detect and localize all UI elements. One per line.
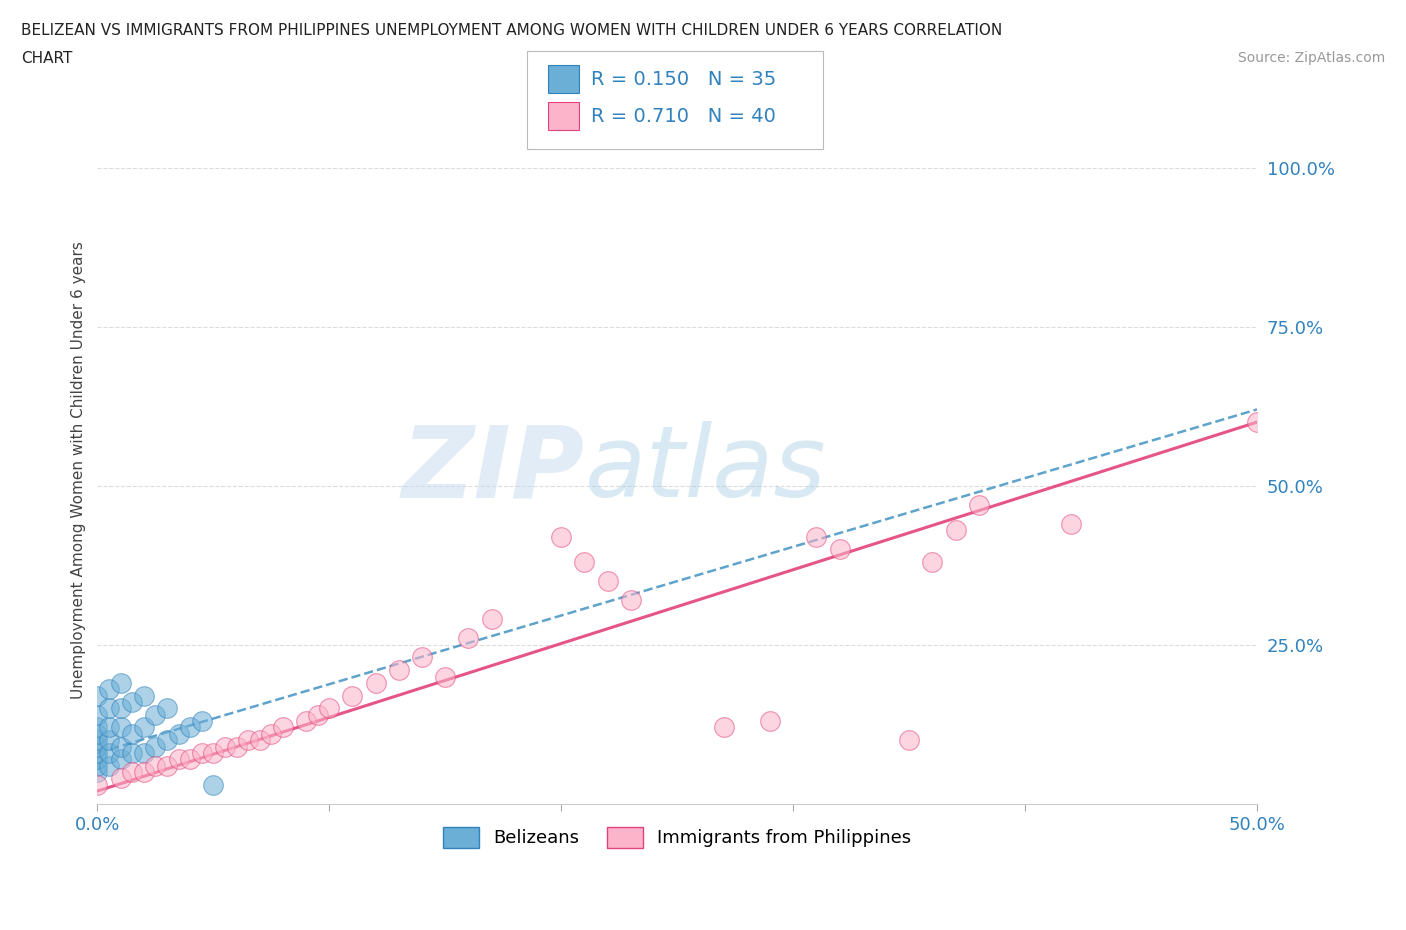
Point bbox=[1060, 516, 1083, 531]
Point bbox=[86, 726, 108, 741]
Point bbox=[121, 695, 143, 710]
Point bbox=[110, 675, 132, 690]
Point bbox=[225, 739, 247, 754]
Point bbox=[249, 733, 271, 748]
Point bbox=[97, 733, 120, 748]
Point bbox=[121, 746, 143, 761]
Point bbox=[97, 701, 120, 716]
Point bbox=[759, 713, 782, 728]
Point bbox=[190, 746, 212, 761]
Point bbox=[388, 663, 411, 678]
Point bbox=[481, 612, 503, 627]
Point bbox=[86, 708, 108, 723]
Text: R = 0.150   N = 35: R = 0.150 N = 35 bbox=[591, 70, 776, 88]
Text: CHART: CHART bbox=[21, 51, 73, 66]
Point bbox=[110, 701, 132, 716]
Point bbox=[110, 771, 132, 786]
Point bbox=[143, 708, 166, 723]
Point bbox=[121, 764, 143, 779]
Point bbox=[945, 523, 967, 538]
Point bbox=[457, 631, 479, 645]
Text: atlas: atlas bbox=[585, 421, 827, 518]
Legend: Belizeans, Immigrants from Philippines: Belizeans, Immigrants from Philippines bbox=[436, 819, 918, 855]
Point bbox=[806, 529, 828, 544]
Point bbox=[364, 675, 387, 690]
Point bbox=[202, 777, 225, 792]
Point bbox=[202, 746, 225, 761]
Point bbox=[132, 688, 155, 703]
Point bbox=[967, 498, 990, 512]
Point bbox=[236, 733, 259, 748]
Point bbox=[143, 739, 166, 754]
Text: Source: ZipAtlas.com: Source: ZipAtlas.com bbox=[1237, 51, 1385, 65]
Point bbox=[86, 764, 108, 779]
Point bbox=[342, 688, 364, 703]
Point bbox=[411, 650, 433, 665]
Point bbox=[156, 733, 179, 748]
Point bbox=[143, 758, 166, 773]
Point bbox=[86, 758, 108, 773]
Y-axis label: Unemployment Among Women with Children Under 6 years: Unemployment Among Women with Children U… bbox=[72, 241, 86, 698]
Point bbox=[97, 720, 120, 735]
Point bbox=[295, 713, 318, 728]
Point bbox=[97, 682, 120, 697]
Point bbox=[434, 669, 457, 684]
Point bbox=[318, 701, 340, 716]
Point bbox=[110, 751, 132, 766]
Point bbox=[86, 777, 108, 792]
Point bbox=[86, 733, 108, 748]
Point bbox=[86, 688, 108, 703]
Point bbox=[97, 758, 120, 773]
Point bbox=[550, 529, 572, 544]
Point bbox=[271, 720, 294, 735]
Point bbox=[828, 542, 851, 557]
Point bbox=[596, 574, 619, 589]
Point bbox=[97, 746, 120, 761]
Point bbox=[713, 720, 735, 735]
Point bbox=[574, 554, 596, 569]
Point bbox=[86, 751, 108, 766]
Point bbox=[132, 720, 155, 735]
Point bbox=[86, 746, 108, 761]
Point bbox=[132, 746, 155, 761]
Point bbox=[179, 720, 201, 735]
Point bbox=[132, 764, 155, 779]
Point bbox=[179, 751, 201, 766]
Point bbox=[1246, 415, 1268, 430]
Point bbox=[110, 739, 132, 754]
Point bbox=[307, 708, 329, 723]
Point bbox=[86, 739, 108, 754]
Text: BELIZEAN VS IMMIGRANTS FROM PHILIPPINES UNEMPLOYMENT AMONG WOMEN WITH CHILDREN U: BELIZEAN VS IMMIGRANTS FROM PHILIPPINES … bbox=[21, 23, 1002, 38]
Point bbox=[167, 751, 190, 766]
Point bbox=[86, 720, 108, 735]
Text: R = 0.710   N = 40: R = 0.710 N = 40 bbox=[591, 107, 775, 126]
Point bbox=[110, 720, 132, 735]
Point bbox=[620, 592, 643, 607]
Point bbox=[214, 739, 236, 754]
Point bbox=[190, 713, 212, 728]
Point bbox=[898, 733, 921, 748]
Point bbox=[156, 758, 179, 773]
Point bbox=[121, 726, 143, 741]
Point bbox=[260, 726, 283, 741]
Point bbox=[921, 554, 943, 569]
Point bbox=[167, 726, 190, 741]
Point bbox=[156, 701, 179, 716]
Text: ZIP: ZIP bbox=[402, 421, 585, 518]
